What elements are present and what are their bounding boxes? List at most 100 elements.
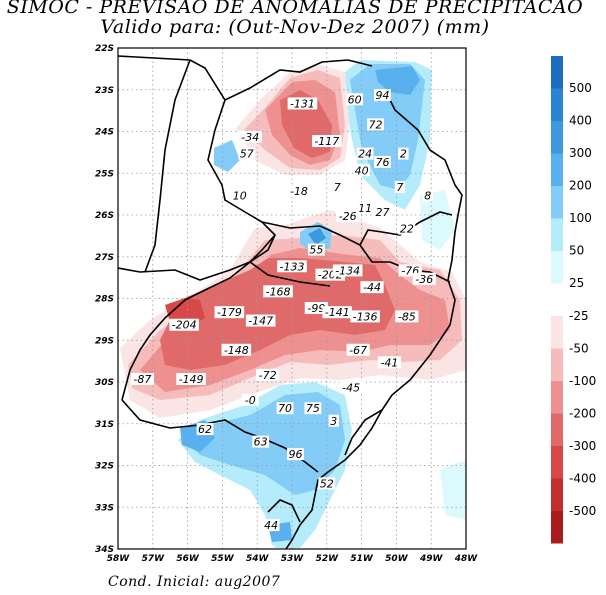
- longitude-tick-label: 57W: [142, 554, 166, 564]
- value-label-text: 75: [306, 402, 320, 415]
- value-label-box: [374, 155, 391, 168]
- positive-anomaly-area: [214, 140, 240, 172]
- colorbar-label: -300: [569, 439, 596, 453]
- colorbar-label: 50: [569, 244, 584, 258]
- value-label-box: [221, 343, 252, 356]
- value-label-box: [287, 185, 311, 198]
- value-label-box: [256, 368, 280, 381]
- anomaly-value-label: -179: [214, 306, 245, 319]
- value-label-box: [356, 147, 374, 160]
- anomaly-value-label: -133: [277, 260, 307, 273]
- latitude-tick-label: 33S: [95, 503, 114, 513]
- value-label-text: 40: [355, 164, 369, 177]
- value-label-box: [245, 314, 276, 327]
- anomaly-value-label: -41: [377, 356, 402, 369]
- colorbar-negative-swatch: [551, 478, 563, 511]
- value-label-box: [307, 243, 325, 256]
- value-label-text: -133: [280, 260, 305, 273]
- anomaly-value-label: 70: [276, 402, 294, 415]
- value-label-text: 62: [198, 423, 212, 436]
- value-label-text: 2: [400, 148, 407, 161]
- value-label-box: [169, 318, 199, 331]
- anomaly-value-label: 94: [374, 89, 391, 102]
- anomaly-value-label: 27: [374, 206, 391, 219]
- value-label-text: 70: [278, 402, 292, 415]
- value-label-text: 22: [400, 223, 414, 236]
- anomaly-value-label: 60: [346, 93, 364, 106]
- colorbar-label: 500: [569, 81, 592, 95]
- longitude-tick-label: 52W: [316, 554, 340, 564]
- anomaly-value-label: 96: [287, 448, 304, 461]
- santa-catarina-border: [359, 211, 453, 246]
- value-label-text: 76: [375, 156, 389, 169]
- value-label-text: 94: [375, 89, 389, 102]
- anomaly-value-label: -36: [412, 272, 436, 286]
- value-label-box: [346, 343, 370, 356]
- value-label-text: -204: [172, 319, 197, 332]
- colorbar-positive-swatch: [551, 218, 563, 251]
- value-label-box: [346, 93, 364, 106]
- value-label-text: 55: [309, 244, 323, 257]
- anomaly-value-label: -141: [322, 306, 353, 319]
- anomaly-value-label: 63: [252, 435, 270, 449]
- value-label-box: [176, 373, 206, 385]
- value-label-text: -26: [339, 210, 357, 223]
- lagoa-border: [344, 409, 383, 456]
- longitude-tick-label: 54W: [246, 554, 270, 564]
- value-label-box: [353, 164, 370, 177]
- value-label-text: 27: [375, 206, 389, 219]
- longitude-tick-label: 58W: [107, 554, 131, 564]
- value-label-text: 10: [233, 189, 247, 202]
- colorbar-positive-swatch: [551, 186, 563, 219]
- anomaly-value-labels: -131 60 94 72 -34 -117 57 24 2 40 76 -18 7 7 10 8 11 27 -2…: [130, 89, 436, 532]
- initial-condition-label: Cond. Inicial: aug2007: [108, 574, 281, 590]
- value-label-text: 72: [369, 118, 383, 131]
- anomaly-value-label: -136: [350, 310, 380, 323]
- value-label-box: [412, 272, 436, 285]
- anomaly-value-label: -45: [339, 381, 363, 394]
- colorbar-label: 400: [569, 114, 592, 128]
- value-label-box: [332, 180, 343, 193]
- value-label-box: [395, 310, 419, 323]
- argentina-border: [144, 59, 191, 273]
- value-label-text: -67: [349, 344, 367, 357]
- latitude-tick-label: 26S: [95, 211, 114, 221]
- longitude-tick-labels: 58W 57W 56W 55W 54W 53W 52W 51W 50W 49W 48W: [107, 554, 479, 564]
- anomaly-value-label: 10: [231, 189, 249, 202]
- parana-river-border: [261, 221, 361, 246]
- value-label-text: 24: [358, 148, 372, 161]
- anomaly-value-label: 7: [394, 180, 406, 194]
- colorbar-legend: 500 400 300 200 100 50 25 -25 -50 -100 -200 -300 -40…: [551, 56, 596, 544]
- value-label-text: -87: [133, 373, 151, 386]
- value-label-box: [262, 519, 280, 532]
- value-label-text: 8: [424, 189, 431, 202]
- colorbar-label: -50: [569, 342, 589, 356]
- value-label-box: [398, 222, 416, 235]
- value-label-text: 96: [288, 448, 302, 461]
- anomaly-fill-layer: [120, 60, 466, 548]
- colorbar-negative-swatch: [551, 316, 563, 349]
- value-label-text: 63: [254, 436, 268, 449]
- positive-anomaly-area: [308, 228, 326, 245]
- anomaly-value-label: -131: [287, 97, 318, 110]
- value-label-text: 57: [240, 148, 254, 161]
- value-label-box: [196, 423, 214, 436]
- value-label-text: -136: [353, 310, 378, 323]
- anomaly-value-label: -44: [360, 281, 384, 294]
- value-label-text: -134: [335, 264, 360, 277]
- sc-rs-border: [121, 234, 276, 401]
- value-label-box: [350, 310, 380, 323]
- anomaly-value-label: 72: [367, 118, 384, 131]
- anomaly-value-label: -0: [241, 393, 259, 407]
- anomaly-value-label: -67: [346, 343, 370, 357]
- value-label-box: [238, 147, 256, 160]
- value-label-box: [277, 260, 307, 273]
- latitude-tick-label: 27S: [95, 253, 114, 263]
- anomaly-value-label: 8: [422, 189, 433, 202]
- value-label-text: -148: [224, 344, 249, 357]
- latitude-tick-label: 28S: [95, 295, 114, 305]
- latitude-tick-label: 29S: [95, 336, 114, 346]
- colorbar-positive-swatch: [551, 121, 563, 154]
- value-label-text: -72: [259, 369, 277, 382]
